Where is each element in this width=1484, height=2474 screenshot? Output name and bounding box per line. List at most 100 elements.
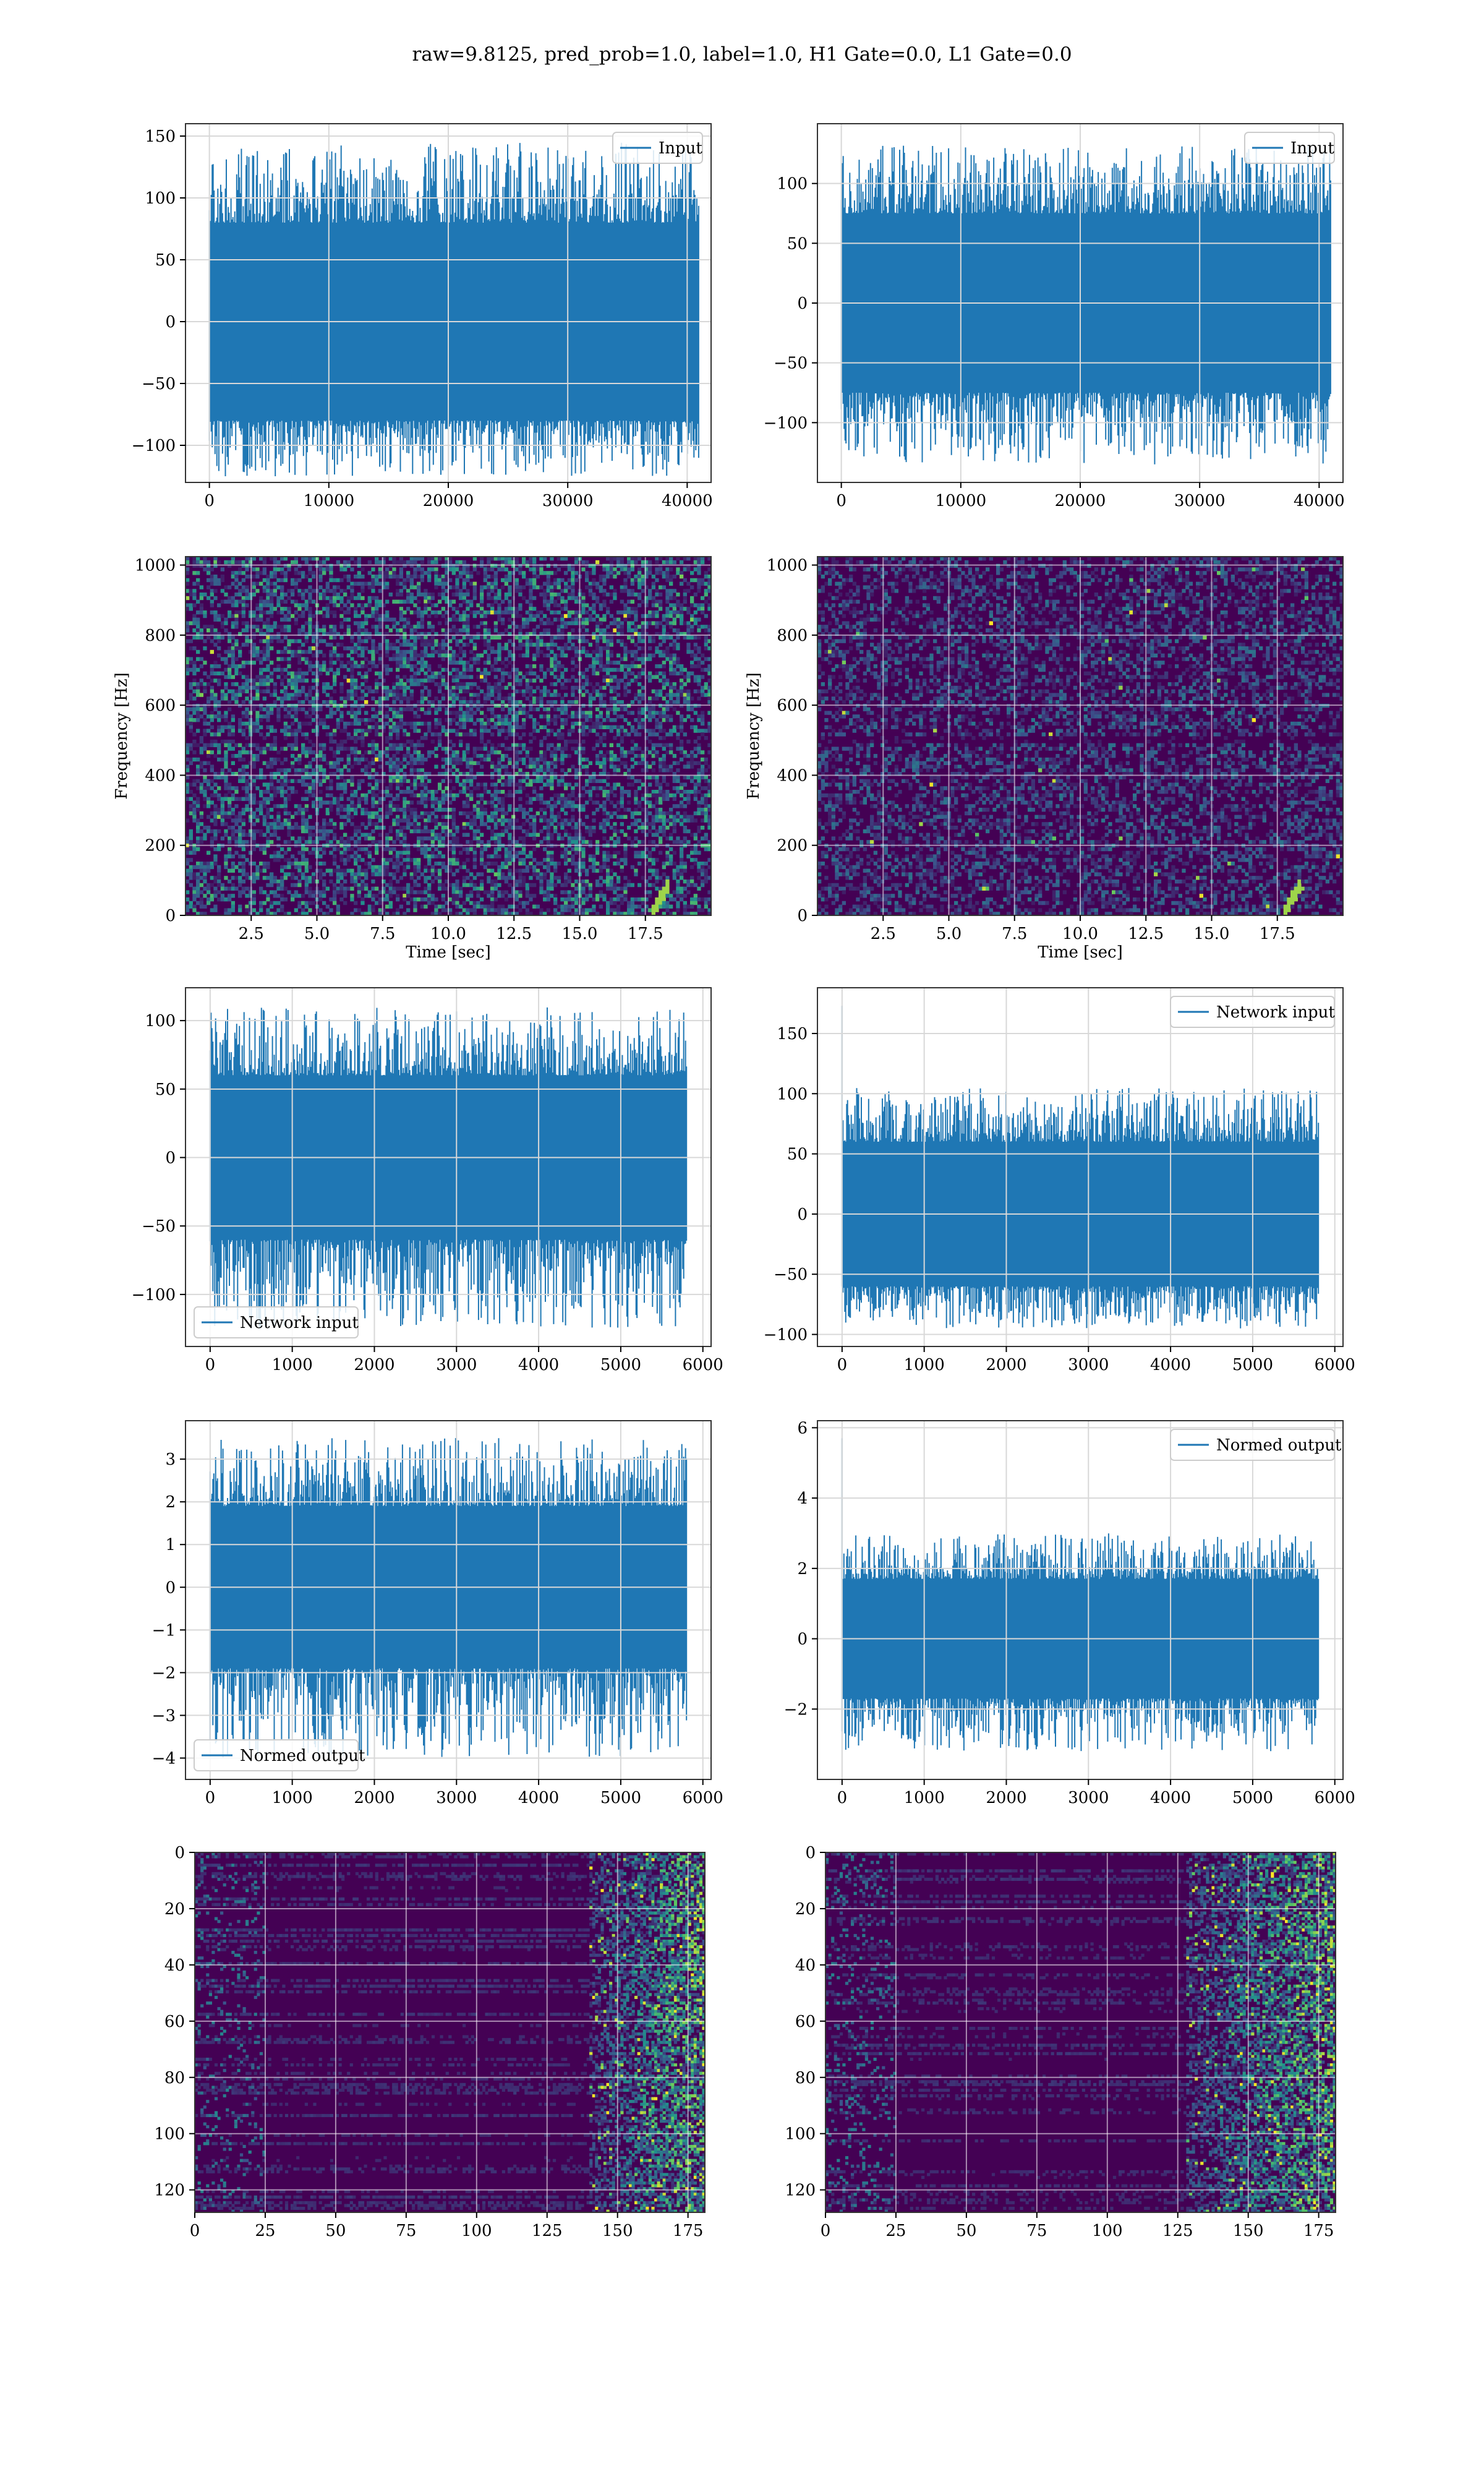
heatmap-cell	[434, 908, 438, 912]
heatmap-cell	[406, 625, 411, 629]
heatmap-cell	[238, 894, 242, 898]
heatmap-cell	[382, 858, 386, 862]
heatmap-cell	[234, 772, 239, 776]
heatmap-cell	[357, 646, 361, 651]
heatmap-cell	[501, 904, 505, 909]
heatmap-cell	[466, 858, 470, 862]
heatmap-cell	[385, 750, 390, 755]
heatmap-cell	[438, 621, 442, 625]
heatmap-cell	[403, 836, 407, 841]
heatmap-cell	[333, 739, 337, 744]
heatmap-cell	[308, 815, 312, 819]
heatmap-cell	[270, 747, 274, 751]
heatmap-cell	[476, 872, 480, 876]
heatmap-cell	[378, 643, 382, 647]
heatmap-cell	[287, 696, 291, 701]
heatmap-cell	[441, 772, 445, 776]
heatmap-cell	[343, 560, 348, 565]
heatmap-cell	[231, 599, 235, 604]
heatmap-cell	[339, 596, 344, 601]
heatmap-cell	[336, 747, 340, 751]
heatmap-cell	[385, 696, 390, 701]
heatmap-cell	[238, 671, 242, 675]
heatmap-cell	[350, 876, 354, 880]
heatmap-cell	[283, 689, 288, 693]
heatmap-cell	[441, 593, 445, 597]
heatmap-cell	[192, 593, 197, 597]
heatmap-cell	[367, 685, 372, 690]
heatmap-cell	[186, 818, 190, 823]
heatmap-cell	[518, 639, 522, 643]
heatmap-cell	[514, 667, 519, 672]
heatmap-cell	[493, 897, 498, 902]
heatmap-cell	[396, 772, 400, 776]
heatmap-cell	[413, 675, 417, 679]
heatmap-cell	[399, 779, 403, 783]
heatmap-cell	[360, 603, 365, 607]
heatmap-cell	[210, 743, 214, 747]
heatmap-cell	[308, 826, 312, 830]
heatmap-cell	[448, 657, 453, 661]
heatmap-cell	[241, 797, 245, 801]
heatmap-cell	[392, 779, 396, 783]
heatmap-cell	[490, 868, 495, 873]
heatmap-cell	[203, 761, 207, 765]
heatmap-cell	[255, 581, 260, 586]
heatmap-cell	[228, 653, 232, 657]
heatmap-cell	[417, 667, 421, 672]
heatmap-cell	[375, 800, 379, 805]
heatmap-cell	[346, 811, 351, 816]
heatmap-cell	[245, 840, 249, 844]
heatmap-cell	[224, 685, 228, 690]
heatmap-cell	[490, 901, 495, 905]
heatmap-cell	[301, 675, 305, 679]
heatmap-cell	[476, 625, 480, 629]
heatmap-cell	[438, 664, 442, 669]
heatmap-cell	[308, 578, 312, 583]
heatmap-cell	[392, 862, 396, 866]
heatmap-cell	[451, 614, 456, 618]
heatmap-cell	[371, 750, 375, 755]
heatmap-cell	[508, 858, 512, 862]
heatmap-cell	[385, 711, 390, 715]
heatmap-cell	[490, 649, 495, 654]
heatmap-cell	[241, 890, 245, 894]
heatmap-cell	[318, 671, 323, 675]
heatmap-cell	[378, 800, 382, 805]
heatmap-cell	[224, 675, 228, 679]
heatmap-cell	[231, 557, 235, 561]
heatmap-cell	[325, 868, 330, 873]
heatmap-cell	[462, 822, 466, 826]
heatmap-cell	[287, 661, 291, 665]
heatmap-cell	[297, 725, 302, 729]
heatmap-cell	[455, 772, 459, 776]
heatmap-cell	[294, 862, 298, 866]
heatmap-cell	[273, 685, 277, 690]
heatmap-cell	[399, 593, 403, 597]
heatmap-cell	[346, 607, 351, 611]
heatmap-cell	[483, 675, 487, 679]
heatmap-cell	[511, 847, 516, 852]
heatmap-cell	[196, 693, 200, 697]
heatmap-cell	[396, 782, 400, 787]
heatmap-cell	[504, 865, 508, 870]
heatmap-cell	[350, 678, 354, 683]
heatmap-cell	[388, 872, 393, 876]
heatmap-cell	[420, 610, 424, 615]
heatmap-cell	[291, 894, 295, 898]
heatmap-cell	[487, 635, 491, 640]
heatmap-cell	[455, 671, 459, 675]
heatmap-cell	[333, 700, 337, 704]
heatmap-cell	[231, 747, 235, 751]
heatmap-cell	[346, 575, 351, 579]
heatmap-cell	[273, 833, 277, 837]
heatmap-cell	[466, 897, 470, 902]
heatmap-cell	[455, 761, 459, 765]
heatmap-cell	[346, 754, 351, 758]
heatmap-cell	[385, 599, 390, 604]
heatmap-cell	[472, 729, 477, 733]
heatmap-cell	[238, 826, 242, 830]
heatmap-cell	[493, 667, 498, 672]
heatmap-cell	[487, 646, 491, 651]
heatmap-cell	[501, 567, 505, 571]
